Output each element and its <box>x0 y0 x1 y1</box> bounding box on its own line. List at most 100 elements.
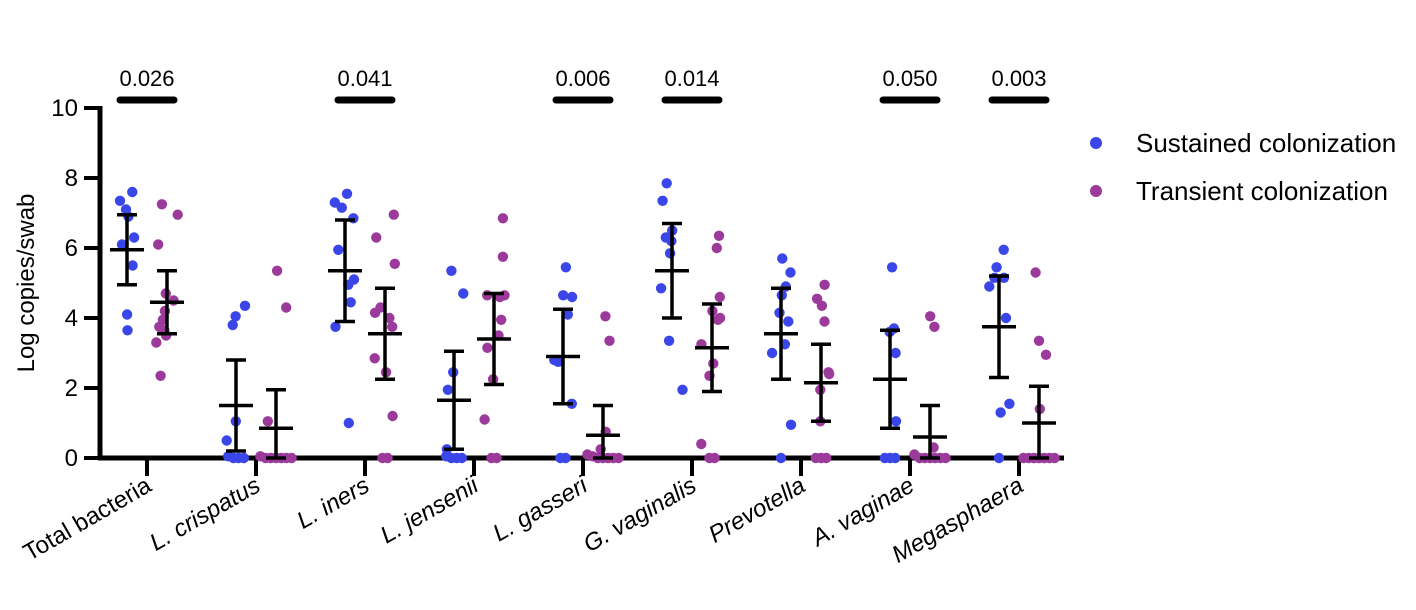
data-point <box>330 321 341 332</box>
data-point <box>114 195 126 206</box>
data-point <box>387 410 398 422</box>
data-point <box>382 452 393 464</box>
data-point <box>709 452 720 464</box>
legend-marker <box>1090 137 1102 149</box>
data-point <box>890 416 902 427</box>
data-point <box>560 262 572 273</box>
data-point <box>496 314 507 325</box>
x-tick-label: Total bacteria <box>19 471 157 566</box>
data-point <box>785 419 797 430</box>
data-point <box>783 316 794 327</box>
data-point <box>1004 398 1015 409</box>
p-value-label: 0.041 <box>337 66 392 91</box>
data-point <box>655 283 667 294</box>
data-point <box>925 311 936 322</box>
data-point <box>238 452 249 464</box>
data-point <box>497 213 509 224</box>
data-point <box>384 312 395 324</box>
data-point <box>128 232 140 243</box>
x-tick-label: G. vaginalis <box>579 472 701 558</box>
data-point <box>824 368 835 380</box>
data-point <box>712 314 724 325</box>
data-point <box>785 267 796 278</box>
y-axis-label: Log copies/swab <box>13 194 40 373</box>
data-point <box>499 290 510 301</box>
data-point <box>458 288 469 299</box>
data-point <box>446 265 457 276</box>
data-point <box>929 321 940 332</box>
data-point <box>371 232 382 243</box>
legend-label: Sustained colonization <box>1136 128 1396 158</box>
data-point <box>343 417 354 429</box>
data-point <box>713 230 725 241</box>
data-point <box>281 302 292 313</box>
data-point <box>239 300 251 311</box>
data-point <box>369 307 381 318</box>
data-point <box>116 239 128 250</box>
p-value-label: 0.050 <box>882 66 937 91</box>
data-point <box>1049 452 1060 464</box>
data-point <box>562 309 573 320</box>
data-point <box>127 260 138 271</box>
y-tick-label: 4 <box>65 305 78 332</box>
x-tick-label: L. iners <box>292 472 374 535</box>
data-point <box>345 297 356 308</box>
data-point <box>387 321 398 332</box>
data-point <box>558 290 569 301</box>
p-value-label: 0.003 <box>991 66 1046 91</box>
legend-label: Transient colonization <box>1136 176 1388 206</box>
data-point <box>369 353 380 364</box>
data-point <box>1040 349 1052 360</box>
data-point <box>819 279 830 290</box>
data-point <box>151 337 162 348</box>
data-point <box>711 242 722 254</box>
data-point <box>696 438 707 450</box>
legend-marker <box>1090 185 1102 197</box>
data-point <box>663 335 675 346</box>
data-point <box>155 370 166 381</box>
data-point <box>984 281 995 292</box>
data-point <box>491 452 502 464</box>
data-point <box>940 452 951 464</box>
data-point <box>336 202 347 213</box>
data-point <box>122 325 133 336</box>
data-point <box>341 188 353 199</box>
data-point <box>1030 267 1041 278</box>
data-point <box>1033 335 1045 346</box>
p-value-label: 0.026 <box>119 66 174 91</box>
data-point <box>389 258 400 269</box>
data-point <box>775 452 787 464</box>
data-point <box>890 452 901 464</box>
data-point <box>286 452 297 464</box>
data-point <box>221 435 232 446</box>
y-tick-label: 6 <box>65 235 78 262</box>
data-point <box>998 244 1009 255</box>
data-point <box>172 209 183 220</box>
data-point <box>766 347 778 359</box>
data-point <box>991 262 1002 273</box>
data-point <box>995 407 1006 418</box>
data-point <box>482 290 493 301</box>
x-tick-label: L. crispatus <box>145 472 265 557</box>
data-point <box>479 414 490 425</box>
data-point <box>886 262 898 273</box>
x-tick-label: L. jensenii <box>376 471 484 549</box>
data-point <box>677 384 688 395</box>
data-point <box>156 199 168 210</box>
data-point <box>227 319 238 331</box>
data-point <box>153 239 164 250</box>
data-point <box>497 251 509 262</box>
x-tick-label: Prevotella <box>704 472 810 549</box>
data-point <box>120 204 132 215</box>
p-value-label: 0.006 <box>555 66 610 91</box>
data-point <box>657 195 668 206</box>
data-point <box>121 309 133 320</box>
x-tick-label: L. gasseri <box>488 471 592 547</box>
data-point <box>271 265 283 276</box>
data-point <box>442 384 454 395</box>
y-tick-label: 0 <box>65 445 78 472</box>
data-point <box>560 452 571 464</box>
data-point <box>456 452 467 464</box>
y-tick-label: 8 <box>65 165 78 192</box>
